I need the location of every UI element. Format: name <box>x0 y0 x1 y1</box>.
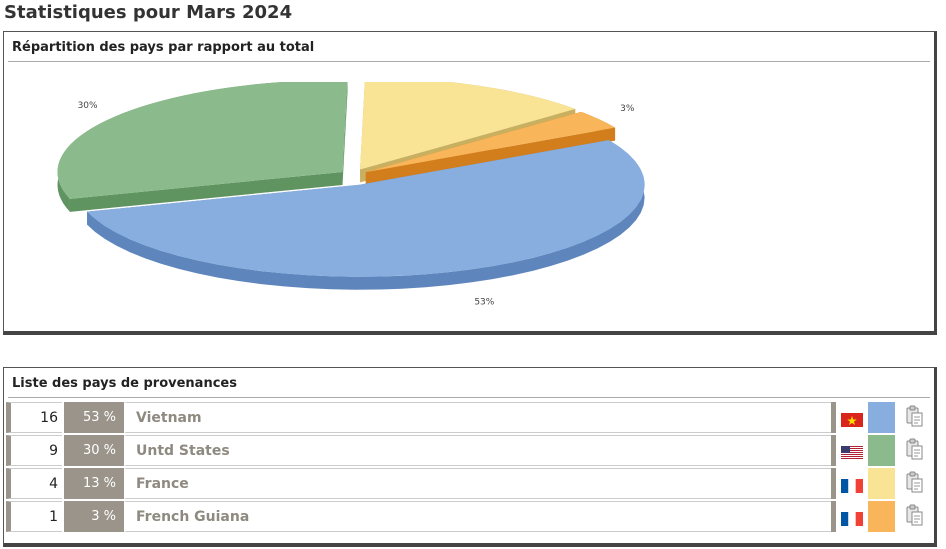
chart-panel: Répartition des pays par rapport au tota… <box>3 31 937 335</box>
visit-count: 16 <box>6 402 62 433</box>
country-list-panel: Liste des pays de provenances 16 53 % Viet… <box>3 367 937 547</box>
row-separator <box>831 402 836 433</box>
vietnam-flag-icon <box>841 412 863 427</box>
flag-cell <box>836 468 868 499</box>
pie-slice <box>87 140 645 277</box>
legend-color-swatch <box>868 402 895 433</box>
legend-color-swatch <box>868 435 895 466</box>
france-flag-icon <box>841 511 863 526</box>
legend-color-swatch <box>868 501 895 532</box>
row-separator <box>831 435 836 466</box>
pie-slice-face <box>342 82 348 185</box>
copy-cell[interactable] <box>898 402 932 433</box>
pie-chart: 13%3%53%30% <box>57 82 645 308</box>
row-separator <box>831 501 836 532</box>
legend-color-swatch <box>868 468 895 499</box>
slice-percent-label: 3% <box>620 104 635 114</box>
visit-count: 9 <box>6 435 62 466</box>
visit-percent: 13 % <box>62 468 124 499</box>
country-row: 4 13 % France <box>6 468 932 499</box>
page-title: Statistiques pour Mars 2024 <box>4 2 293 23</box>
flag-cell <box>836 501 868 532</box>
visit-percent: 30 % <box>62 435 124 466</box>
slice-percent-label: 30% <box>78 101 98 111</box>
chart-panel-title: Répartition des pays par rapport au tota… <box>8 32 930 62</box>
copy-icon[interactable] <box>906 438 924 464</box>
copy-icon[interactable] <box>906 504 924 530</box>
country-row: 16 53 % Vietnam <box>6 402 932 433</box>
copy-cell[interactable] <box>898 435 932 466</box>
visit-percent: 3 % <box>62 501 124 532</box>
visit-percent: 53 % <box>62 402 124 433</box>
visit-count: 4 <box>6 468 62 499</box>
country-table: 16 53 % Vietnam 9 30 % Untd States 4 13 % France… <box>6 400 932 534</box>
country-row: 9 30 % Untd States <box>6 435 932 466</box>
color-swatch-cell <box>868 435 898 466</box>
flag-cell <box>836 435 868 466</box>
us-flag-icon <box>841 445 863 460</box>
color-swatch-cell <box>868 501 898 532</box>
france-flag-icon <box>841 478 863 493</box>
visit-count: 1 <box>6 501 62 532</box>
color-swatch-cell <box>868 402 898 433</box>
copy-cell[interactable] <box>898 501 932 532</box>
country-name: French Guiana <box>124 501 831 532</box>
pie-slice-face <box>365 127 616 186</box>
list-panel-title: Liste des pays de provenances <box>8 368 930 398</box>
color-swatch-cell <box>868 468 898 499</box>
pie-slice <box>365 111 616 173</box>
country-name: Untd States <box>124 435 831 466</box>
row-separator <box>831 468 836 499</box>
slice-percent-label: 53% <box>474 298 494 308</box>
flag-cell <box>836 402 868 433</box>
copy-cell[interactable] <box>898 468 932 499</box>
country-name: Vietnam <box>124 402 831 433</box>
pie-slice <box>57 82 348 199</box>
country-name: France <box>124 468 831 499</box>
copy-icon[interactable] <box>906 405 924 431</box>
copy-icon[interactable] <box>906 471 924 497</box>
pie-slice-face <box>69 171 343 212</box>
pie-slice <box>360 82 576 170</box>
